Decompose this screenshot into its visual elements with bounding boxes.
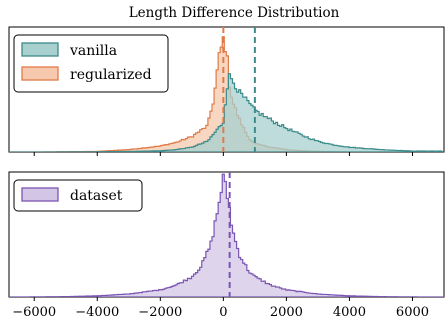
x-tick-label: 4000 bbox=[333, 305, 366, 320]
bottom-panel: −6000 −4000 −2000 0 2000 4000 6000 dataset bbox=[8, 171, 445, 320]
x-tick-label: −6000 bbox=[12, 305, 56, 320]
legend-swatch-regularized bbox=[21, 66, 59, 81]
x-tick-label: −2000 bbox=[138, 305, 182, 320]
histogram-dataset bbox=[9, 173, 444, 297]
legend-swatch-dataset bbox=[21, 187, 59, 202]
x-tick-label: 0 bbox=[219, 305, 227, 320]
top-panel: vanilla regularized bbox=[8, 26, 445, 156]
chart-title: Length Difference Distribution bbox=[129, 5, 340, 21]
legend-label-vanilla: vanilla bbox=[69, 43, 117, 59]
legend-label-dataset: dataset bbox=[70, 188, 123, 204]
bottom-legend: dataset bbox=[13, 179, 143, 212]
legend-swatch-vanilla bbox=[21, 42, 59, 57]
histogram-vanilla bbox=[9, 73, 444, 152]
legend-label-regularized: regularized bbox=[70, 67, 152, 83]
x-tick-label: 2000 bbox=[270, 305, 303, 320]
x-tick-label: 6000 bbox=[396, 305, 429, 320]
x-tick-label: −4000 bbox=[75, 305, 119, 320]
top-legend: vanilla regularized bbox=[13, 34, 169, 93]
